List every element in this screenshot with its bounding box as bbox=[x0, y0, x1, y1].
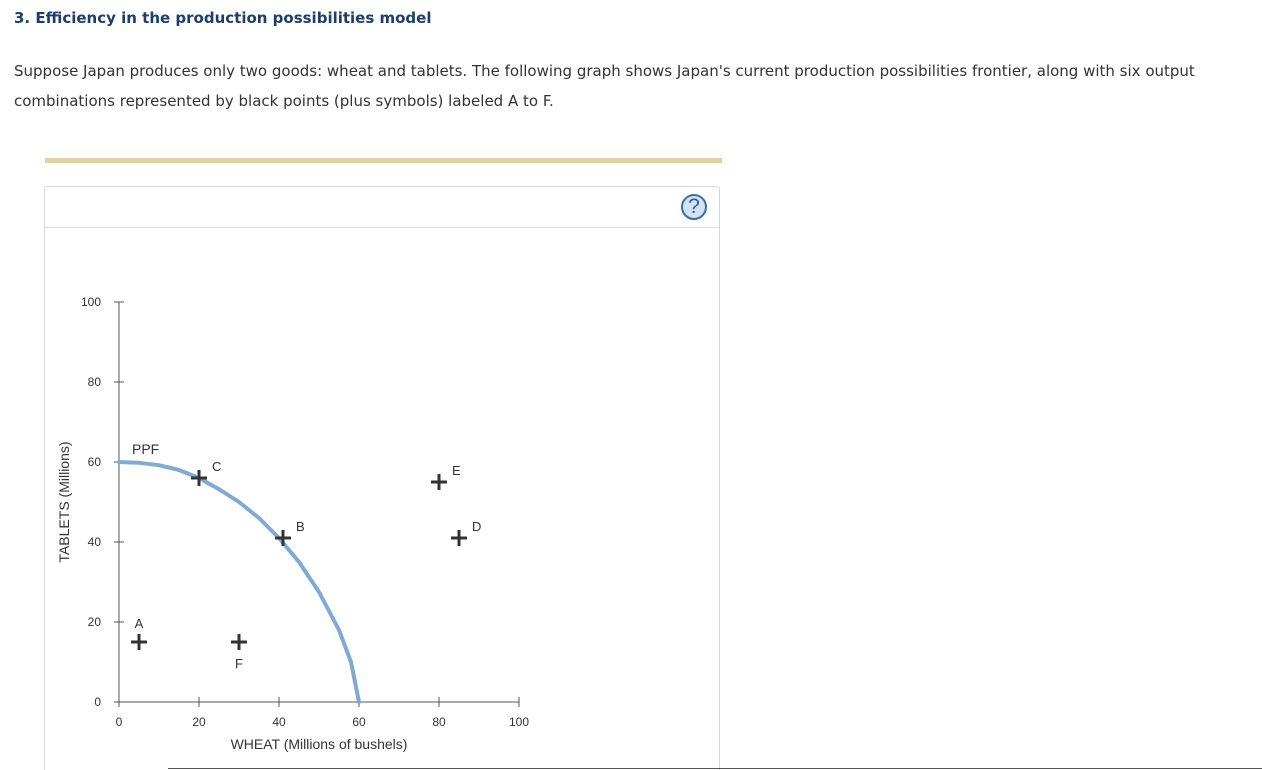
point-a-label: A bbox=[135, 616, 144, 631]
point-d-marker bbox=[451, 530, 467, 546]
y-tick-label: 60 bbox=[88, 455, 102, 469]
y-tick-label: 0 bbox=[94, 695, 101, 709]
x-tick-label: 20 bbox=[192, 715, 206, 729]
bottom-rule bbox=[168, 768, 1262, 769]
point-f-marker bbox=[231, 634, 247, 650]
section-divider bbox=[45, 158, 722, 163]
point-b-marker bbox=[275, 530, 291, 546]
point-b-label: B bbox=[296, 519, 305, 534]
x-tick-label: 0 bbox=[116, 715, 123, 729]
x-tick-label: 80 bbox=[432, 715, 446, 729]
help-icon[interactable]: ? bbox=[681, 194, 707, 220]
x-axis-title: WHEAT (Millions of bushels) bbox=[231, 736, 408, 752]
graph-panel-header: ? bbox=[45, 187, 719, 228]
y-tick-label: 100 bbox=[81, 295, 101, 309]
x-tick-label: 60 bbox=[352, 715, 366, 729]
point-c-label: C bbox=[212, 459, 221, 474]
x-tick-label: 100 bbox=[509, 715, 529, 729]
question-title: 3. Efficiency in the production possibil… bbox=[14, 9, 432, 27]
point-c-marker bbox=[191, 470, 207, 486]
y-tick-label: 80 bbox=[88, 375, 102, 389]
y-tick-label: 20 bbox=[88, 615, 102, 629]
point-f-label: F bbox=[235, 656, 243, 671]
point-e-marker bbox=[431, 474, 447, 490]
ppf-curve bbox=[117, 460, 361, 704]
y-tick-label: 40 bbox=[88, 535, 102, 549]
point-d-label: D bbox=[472, 519, 481, 534]
y-axis-title: TABLETS (Millions) bbox=[56, 441, 72, 562]
point-e-label: E bbox=[452, 463, 461, 478]
point-a-marker bbox=[131, 634, 147, 650]
question-intro: Suppose Japan produces only two goods: w… bbox=[14, 62, 1195, 110]
x-tick-label: 40 bbox=[272, 715, 286, 729]
ppf-curve-label: PPF bbox=[132, 441, 159, 457]
graph-panel: ? bbox=[44, 186, 720, 770]
